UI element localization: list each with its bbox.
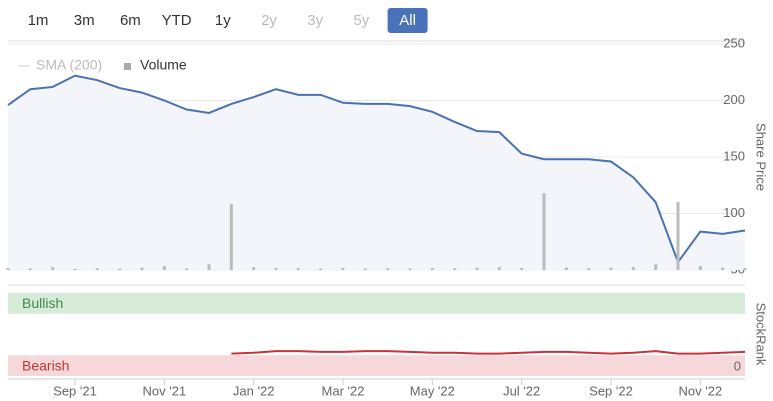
volume-bar bbox=[631, 267, 635, 270]
volume-bar bbox=[408, 268, 412, 270]
volume-bar bbox=[497, 267, 501, 270]
volume-bar bbox=[185, 268, 189, 270]
line-series bbox=[7, 74, 746, 265]
volume-bar bbox=[542, 193, 546, 270]
price-area bbox=[8, 75, 745, 270]
y-tick-label: 0 bbox=[734, 358, 741, 373]
x-tick-label: Jul '22 bbox=[503, 383, 540, 398]
line-series bbox=[231, 350, 746, 355]
volume-bar bbox=[207, 264, 211, 270]
volume-bar bbox=[118, 268, 122, 270]
y-tick-label: 200 bbox=[723, 92, 745, 107]
volume-bar bbox=[6, 268, 10, 270]
volume-bar bbox=[319, 268, 323, 270]
volume-bar bbox=[296, 268, 300, 270]
volume-bar bbox=[386, 268, 390, 270]
x-tick-label: May '22 bbox=[410, 383, 455, 398]
volume-bar bbox=[654, 264, 658, 270]
range-button[interactable]: 1y bbox=[215, 12, 231, 29]
x-tick-label: Nov '22 bbox=[678, 383, 722, 398]
range-button[interactable]: 3m bbox=[74, 12, 95, 29]
range-button-bg[interactable] bbox=[387, 8, 428, 33]
volume-bar bbox=[95, 268, 99, 270]
range-button[interactable]: 1m bbox=[28, 12, 49, 29]
volume-bar bbox=[341, 267, 345, 270]
y-tick-label: 150 bbox=[723, 148, 745, 163]
range-button[interactable]: 6m bbox=[120, 12, 141, 29]
volume-bar bbox=[698, 266, 702, 270]
volume-bar bbox=[430, 268, 434, 270]
range-button[interactable]: 2y bbox=[261, 12, 277, 29]
volume-bar bbox=[252, 267, 256, 270]
x-tick-label: Nov '21 bbox=[142, 383, 186, 398]
range-button[interactable]: YTD bbox=[162, 12, 192, 29]
band-label: Bullish bbox=[22, 295, 63, 311]
range-button[interactable]: All bbox=[399, 12, 416, 29]
y-tick-label: 250 bbox=[723, 35, 745, 50]
rank-axis-title: StockRank bbox=[754, 303, 769, 366]
volume-bar bbox=[721, 267, 725, 270]
x-tick-label: Sep '22 bbox=[589, 383, 633, 398]
volume-bar bbox=[28, 268, 32, 270]
volume-bar bbox=[743, 268, 747, 270]
rank-band bbox=[8, 293, 745, 314]
volume-bar bbox=[51, 267, 55, 270]
legend-symbol bbox=[124, 63, 131, 70]
volume-bar bbox=[162, 266, 166, 270]
volume-bar bbox=[587, 268, 591, 270]
rank-band bbox=[8, 355, 745, 376]
x-tick-label: Sep '21 bbox=[53, 383, 97, 398]
volume-bar bbox=[475, 267, 479, 270]
volume-bar bbox=[363, 268, 367, 270]
y-tick-label: 100 bbox=[723, 205, 745, 220]
volume-bar bbox=[274, 268, 278, 270]
volume-bar bbox=[609, 267, 613, 270]
range-button[interactable]: 3y bbox=[307, 12, 323, 29]
volume-bar bbox=[676, 202, 680, 270]
legend-entry[interactable]: Volume bbox=[140, 57, 187, 73]
band-label: Bearish bbox=[22, 357, 69, 373]
volume-bar bbox=[73, 268, 77, 270]
x-tick-label: Mar '22 bbox=[322, 383, 365, 398]
range-button[interactable]: 5y bbox=[353, 12, 369, 29]
legend-entry[interactable]: SMA (200) bbox=[36, 57, 102, 73]
volume-bar bbox=[140, 267, 144, 270]
price-axis-title: Share Price bbox=[754, 123, 769, 191]
volume-bar bbox=[564, 267, 568, 270]
x-tick-label: Jan '22 bbox=[233, 383, 275, 398]
volume-bar bbox=[229, 203, 233, 270]
volume-bar bbox=[520, 268, 524, 270]
volume-bar bbox=[453, 268, 457, 270]
